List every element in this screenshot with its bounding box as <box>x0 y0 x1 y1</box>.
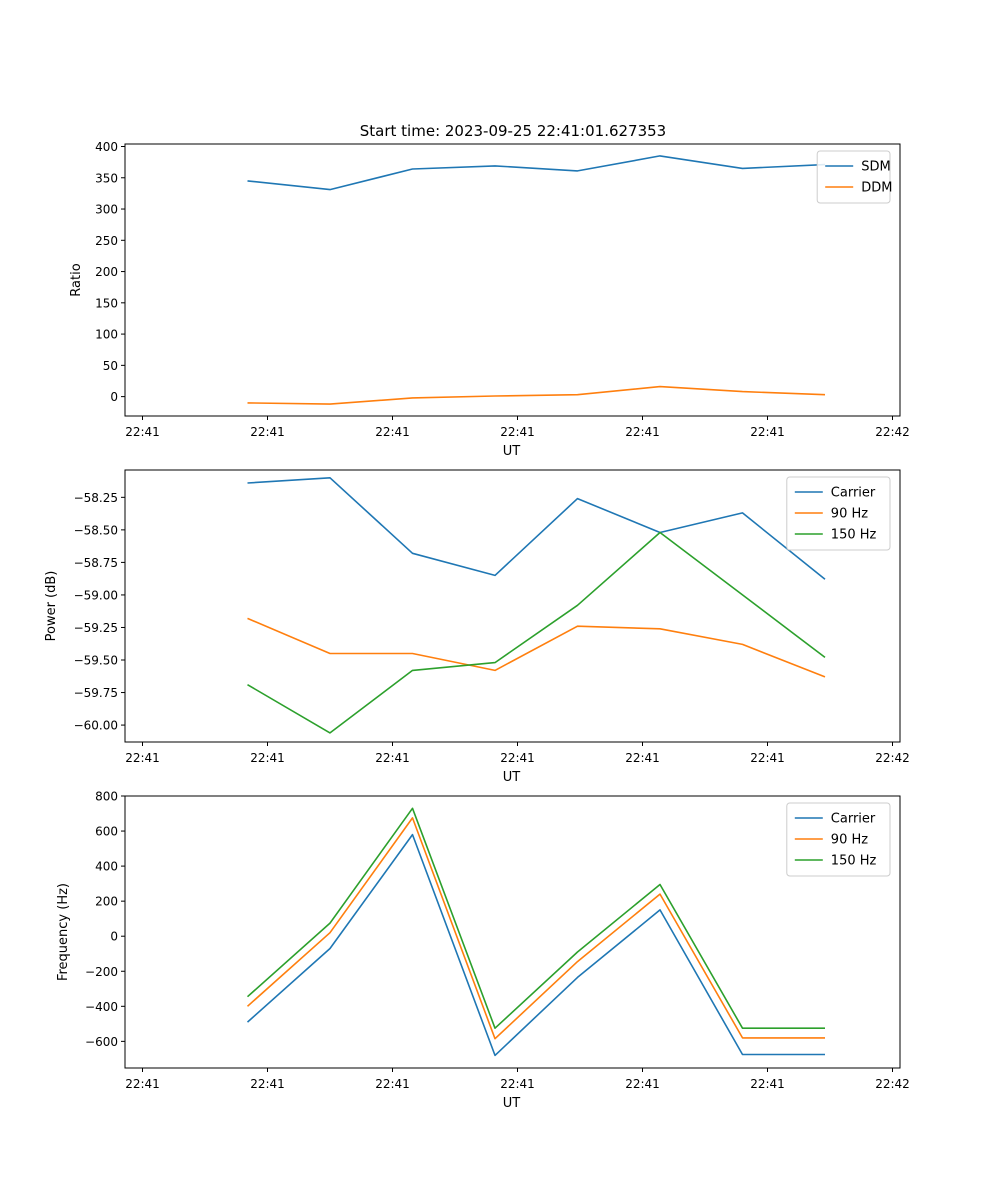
y-tick-label: 400 <box>95 860 118 874</box>
series-line-90-hz <box>246 817 825 1040</box>
figure-title: Start time: 2023-09-25 22:41:01.627353 <box>360 122 666 140</box>
x-tick-label: 22:41 <box>250 425 285 439</box>
y-tick-label: 50 <box>103 359 118 373</box>
x-tick-label: 22:42 <box>875 425 910 439</box>
y-tick-label: 400 <box>95 140 118 154</box>
y-tick-label: −59.25 <box>74 621 118 635</box>
legend-box <box>816 150 891 204</box>
legend-entry: Carrier <box>831 486 876 501</box>
series-line-sdm <box>247 155 826 191</box>
y-tick-label: −600 <box>85 1035 118 1049</box>
legend-box <box>786 476 891 551</box>
y-tick-label: −59.50 <box>74 654 118 668</box>
series-line-150-hz <box>246 807 825 1029</box>
y-tick-label: 0 <box>110 390 118 404</box>
y-tick-label: 200 <box>95 895 118 909</box>
axes-frame <box>124 143 901 417</box>
series-line-carrier <box>247 476 826 580</box>
x-tick-label: 22:41 <box>500 1077 535 1091</box>
x-tick-label: 22:41 <box>125 425 160 439</box>
x-axis-label: UT <box>503 444 521 459</box>
x-tick-label: 22:41 <box>750 1077 785 1091</box>
y-tick-label: −58.25 <box>74 491 118 505</box>
legend-entry: 90 Hz <box>831 833 868 848</box>
legend-entry: Carrier <box>831 812 876 827</box>
legend-entry: DDM <box>861 181 892 196</box>
y-tick-label: 200 <box>95 265 118 279</box>
y-tick-label: 150 <box>95 296 118 310</box>
y-tick-label: 250 <box>95 234 118 248</box>
y-tick-label: 100 <box>95 328 118 342</box>
series-line-150-hz <box>247 531 826 734</box>
series-line-carrier <box>246 833 825 1057</box>
axes-frame <box>124 469 901 743</box>
y-tick-label: −200 <box>85 965 118 979</box>
legend-entry: SDM <box>861 160 890 175</box>
y-tick-label: −58.50 <box>74 523 118 537</box>
subplot-3: −600 −400 −200 0 200 400 600 800 22:41 22:41 22:41… <box>56 790 910 1112</box>
y-tick-label: −60.00 <box>74 719 118 733</box>
x-tick-label: 22:41 <box>750 425 785 439</box>
y-axis-label: Power (dB) <box>44 571 59 642</box>
legend-entry: 150 Hz <box>831 854 877 869</box>
x-tick-label: 22:41 <box>500 751 535 765</box>
x-tick-label: 22:41 <box>375 425 410 439</box>
x-tick-label: 22:41 <box>625 1077 660 1091</box>
axes-frame <box>124 795 901 1069</box>
y-axis-label: Frequency (Hz) <box>56 883 71 981</box>
x-tick-label: 22:41 <box>625 425 660 439</box>
y-tick-label: −58.75 <box>74 556 118 570</box>
x-tick-label: 22:41 <box>125 751 160 765</box>
x-axis-label: UT <box>503 1096 521 1111</box>
x-tick-label: 22:41 <box>625 751 660 765</box>
y-tick-label: 600 <box>95 825 118 839</box>
x-tick-label: 22:41 <box>500 425 535 439</box>
y-tick-label: 800 <box>95 790 118 804</box>
y-tick-label: −59.75 <box>74 686 118 700</box>
subplots: 0 50 100 150 200 250 300 350 400 22:41 22:41 22:41 2… <box>44 140 910 1111</box>
legend: Carrier 90 Hz 150 Hz <box>786 802 891 877</box>
x-tick-label: 22:41 <box>125 1077 160 1091</box>
x-tick-label: 22:41 <box>750 751 785 765</box>
x-tick-label: 22:41 <box>250 1077 285 1091</box>
x-tick-label: 22:41 <box>375 751 410 765</box>
subplot-2: −60.00 −59.75 −59.50 −59.25 −59.00 −58.75 −58.… <box>44 469 910 785</box>
y-tick-label: −59.00 <box>74 588 118 602</box>
x-tick-label: 22:42 <box>875 751 910 765</box>
y-tick-label: 300 <box>95 203 118 217</box>
legend-box <box>786 802 891 877</box>
x-tick-label: 22:42 <box>875 1077 910 1091</box>
y-tick-label: 0 <box>110 930 118 944</box>
y-axis-label: Ratio <box>69 263 84 296</box>
legend-entry: 90 Hz <box>831 507 868 522</box>
legend: Carrier 90 Hz 150 Hz <box>786 476 891 551</box>
x-tick-label: 22:41 <box>250 751 285 765</box>
y-tick-label: 350 <box>95 171 118 185</box>
x-axis-label: UT <box>503 770 521 785</box>
legend: SDM DDM <box>816 150 892 204</box>
x-tick-label: 22:41 <box>375 1077 410 1091</box>
series-line-90-hz <box>247 617 826 678</box>
series-line-ddm <box>247 385 826 405</box>
y-tick-label: −400 <box>85 1000 118 1014</box>
legend-entry: 150 Hz <box>831 528 877 543</box>
subplot-1: 0 50 100 150 200 250 300 350 400 22:41 22:41 22:41 2… <box>69 140 910 459</box>
